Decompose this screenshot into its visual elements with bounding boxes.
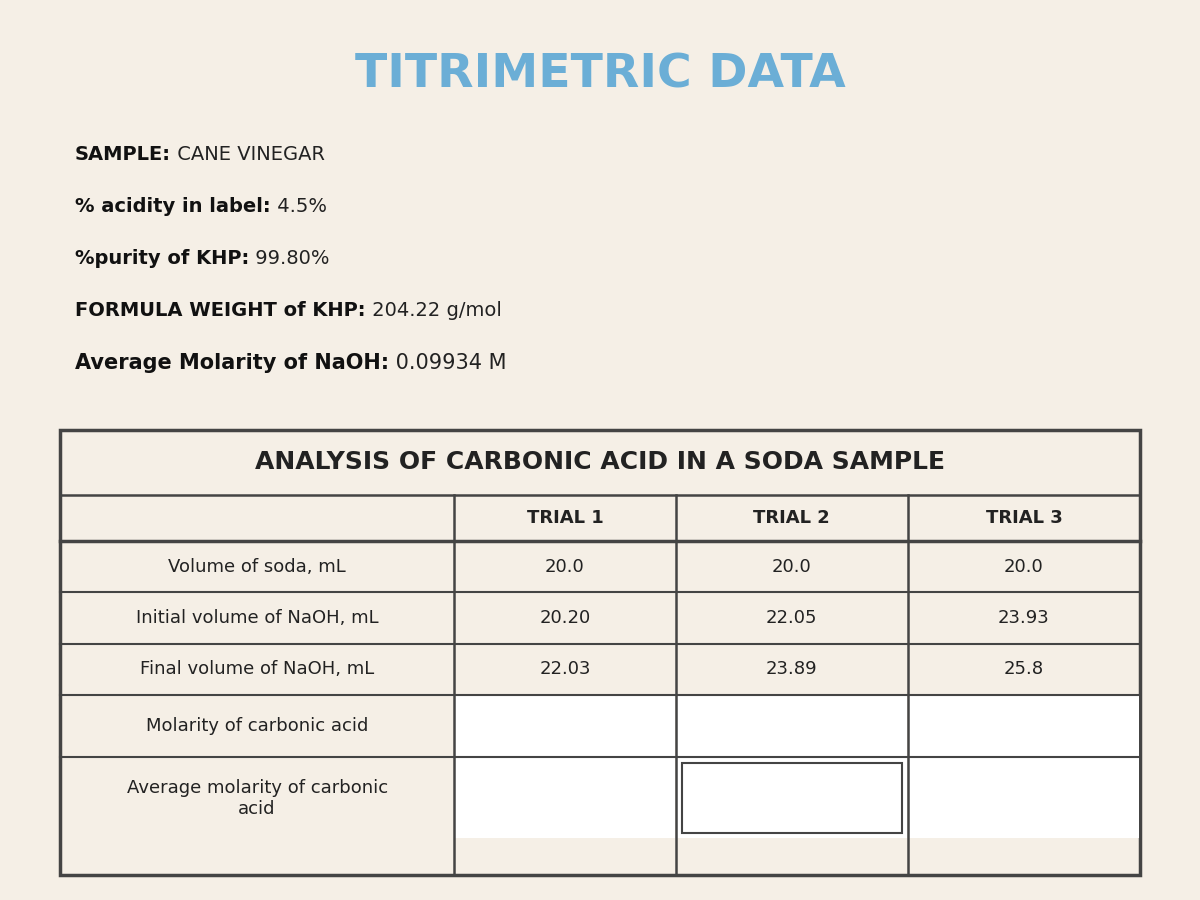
Text: TITRIMETRIC DATA: TITRIMETRIC DATA: [355, 52, 845, 97]
Text: Average molarity of carbonic
acid: Average molarity of carbonic acid: [126, 778, 388, 817]
Text: 20.0: 20.0: [545, 558, 584, 576]
Text: 20.0: 20.0: [772, 558, 811, 576]
Text: TRIAL 1: TRIAL 1: [527, 508, 604, 526]
Text: SAMPLE:: SAMPLE:: [74, 146, 172, 165]
Bar: [455, 696, 674, 756]
Text: 25.8: 25.8: [1004, 661, 1044, 679]
Text: 22.05: 22.05: [766, 609, 817, 627]
Text: 20.0: 20.0: [1004, 558, 1044, 576]
Text: TRIAL 2: TRIAL 2: [754, 508, 830, 526]
Bar: [677, 696, 907, 756]
Text: 99.80%: 99.80%: [250, 249, 330, 268]
Bar: [908, 758, 1139, 839]
Text: 204.22 g/mol: 204.22 g/mol: [366, 302, 502, 320]
Text: 23.89: 23.89: [766, 661, 817, 679]
Text: 22.03: 22.03: [539, 661, 590, 679]
Text: Final volume of NaOH, mL: Final volume of NaOH, mL: [140, 661, 374, 679]
Bar: [455, 758, 674, 839]
Bar: [677, 758, 907, 839]
Bar: [60, 430, 1140, 875]
Text: 4.5%: 4.5%: [271, 197, 326, 217]
Text: CANE VINEGAR: CANE VINEGAR: [172, 146, 325, 165]
Bar: [908, 696, 1139, 756]
Text: 20.20: 20.20: [539, 609, 590, 627]
Text: Molarity of carbonic acid: Molarity of carbonic acid: [146, 717, 368, 735]
Text: 23.93: 23.93: [998, 609, 1050, 627]
Text: TRIAL 3: TRIAL 3: [985, 508, 1062, 526]
Text: FORMULA WEIGHT of KHP:: FORMULA WEIGHT of KHP:: [74, 302, 366, 320]
Text: % acidity in label:: % acidity in label:: [74, 197, 271, 217]
Text: %purity of KHP:: %purity of KHP:: [74, 249, 250, 268]
Text: Average Molarity of NaOH:: Average Molarity of NaOH:: [74, 353, 389, 373]
Text: 0.09934 M: 0.09934 M: [389, 353, 506, 373]
Text: Initial volume of NaOH, mL: Initial volume of NaOH, mL: [136, 609, 378, 627]
Bar: [682, 763, 902, 833]
Text: ANALYSIS OF CARBONIC ACID IN A SODA SAMPLE: ANALYSIS OF CARBONIC ACID IN A SODA SAMP…: [256, 450, 946, 474]
Text: Volume of soda, mL: Volume of soda, mL: [168, 558, 346, 576]
